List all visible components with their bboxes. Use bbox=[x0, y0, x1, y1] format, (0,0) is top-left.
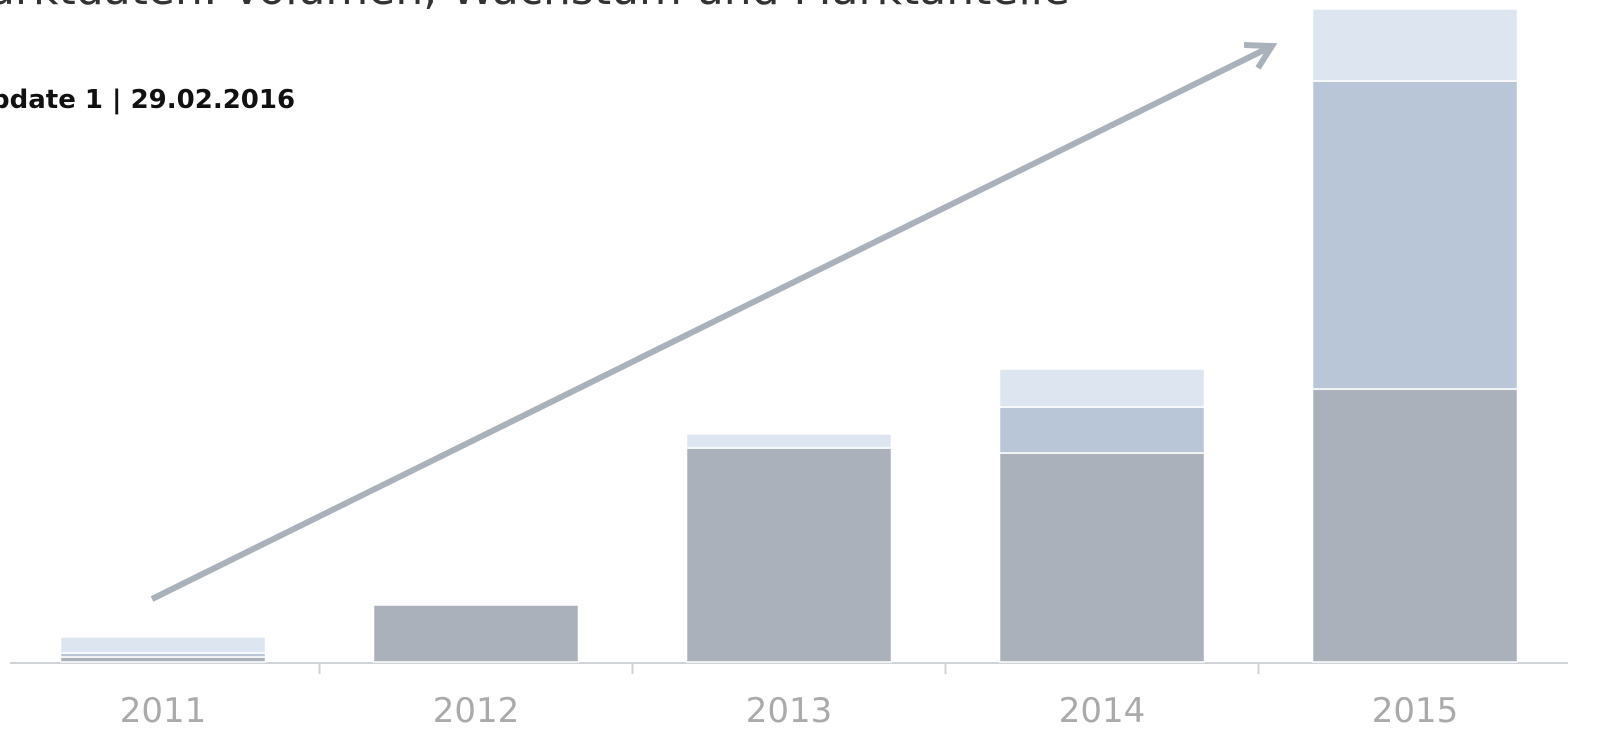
bar-segment bbox=[1311, 388, 1519, 663]
bar-segment bbox=[1311, 80, 1519, 390]
bar-segment bbox=[372, 604, 580, 663]
bar-segment bbox=[998, 452, 1206, 663]
x-tick-label: 2013 bbox=[746, 691, 833, 731]
bar-segment bbox=[59, 636, 267, 654]
x-tick-label: 2015 bbox=[1372, 691, 1459, 731]
chart-subtitle: pdate 1 | 29.02.2016 bbox=[0, 85, 295, 115]
bar-segment bbox=[998, 368, 1206, 408]
x-tick-label: 2014 bbox=[1059, 691, 1146, 731]
arrow-shaft bbox=[150, 45, 1270, 602]
x-tick-label: 2011 bbox=[120, 691, 207, 731]
bar-segment bbox=[998, 406, 1206, 454]
bar-segment bbox=[1311, 8, 1519, 82]
chart-title: arktdaten: Volumen, Wachstum und Marktan… bbox=[0, 0, 1070, 15]
arrow-head bbox=[1243, 42, 1278, 70]
x-tick-label: 2012 bbox=[433, 691, 520, 731]
bar-segment bbox=[685, 433, 893, 449]
bar-segment bbox=[685, 447, 893, 663]
trend-arrow bbox=[150, 42, 1278, 602]
